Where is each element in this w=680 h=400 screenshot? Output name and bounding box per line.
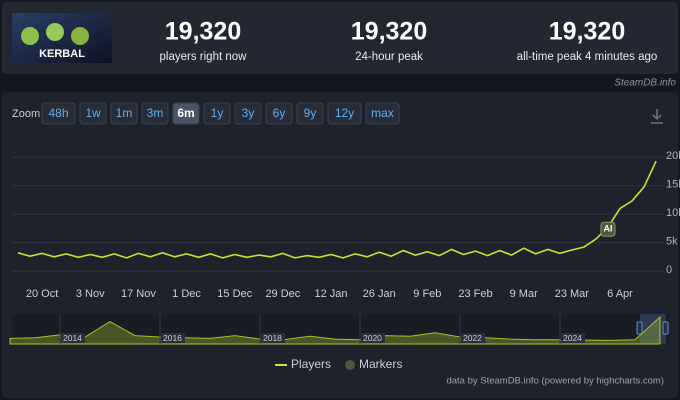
x-tick-label: 3 Nov bbox=[76, 288, 105, 300]
navigator-handle[interactable] bbox=[636, 321, 643, 335]
zoom-button-label: 3m bbox=[147, 106, 164, 120]
stat-label: players right now bbox=[160, 51, 248, 63]
zoom-label: Zoom bbox=[12, 108, 40, 120]
logo-figure bbox=[21, 27, 39, 45]
navigator-selection[interactable] bbox=[640, 314, 666, 344]
zoom-button-label: 1m bbox=[116, 106, 133, 120]
stat-value: 19,320 bbox=[165, 18, 241, 46]
stats-panel bbox=[2, 2, 678, 74]
logo-figure bbox=[71, 27, 89, 45]
navigator-label-bg bbox=[561, 333, 585, 343]
navigator-label: 2014 bbox=[63, 333, 82, 343]
navigator-label: 2018 bbox=[263, 333, 282, 343]
x-tick-label: 1 Dec bbox=[172, 288, 201, 300]
navigator-label-bg bbox=[61, 333, 85, 343]
zoom-button-label: 9y bbox=[304, 106, 317, 120]
y-tick-label: 5k bbox=[666, 235, 678, 247]
zoom-button-label: 12y bbox=[335, 106, 354, 120]
navigator-label: 2016 bbox=[163, 333, 182, 343]
zoom-button[interactable] bbox=[327, 102, 362, 125]
legend-swatch bbox=[345, 360, 355, 370]
x-tick-label: 20 Oct bbox=[26, 288, 58, 300]
logo-text: KERBAL bbox=[39, 48, 85, 60]
x-tick-label: 12 Jan bbox=[315, 288, 348, 300]
zoom-button[interactable] bbox=[265, 102, 293, 125]
legend-label[interactable]: Markers bbox=[359, 357, 402, 371]
zoom-button[interactable] bbox=[141, 102, 169, 125]
logo-figure bbox=[46, 23, 64, 41]
zoom-button-label: 1y bbox=[211, 106, 224, 120]
credits[interactable]: data by SteamDB.info (powered by highcha… bbox=[446, 376, 664, 387]
stat-label: all-time peak 4 minutes ago bbox=[517, 51, 658, 63]
navigator-label-bg bbox=[161, 333, 185, 343]
x-tick-label: 15 Dec bbox=[217, 288, 252, 300]
x-tick-label: 9 Mar bbox=[510, 288, 538, 300]
zoom-button[interactable] bbox=[41, 102, 76, 125]
zoom-button[interactable] bbox=[203, 102, 231, 125]
zoom-button[interactable] bbox=[365, 102, 400, 125]
y-tick-label: 10k bbox=[666, 207, 680, 219]
y-tick-label: 0 bbox=[666, 264, 672, 276]
download-icon[interactable] bbox=[651, 109, 663, 124]
navigator-label: 2020 bbox=[363, 333, 382, 343]
zoom-button-label: 6m bbox=[177, 106, 194, 120]
x-tick-label: 9 Feb bbox=[413, 288, 441, 300]
legend-label[interactable]: Players bbox=[291, 357, 331, 371]
annotation-marker bbox=[600, 221, 616, 237]
zoom-button-label: 6y bbox=[273, 106, 286, 120]
navigator-label-bg bbox=[461, 333, 485, 343]
zoom-button[interactable] bbox=[79, 102, 107, 125]
annotation-label: AI bbox=[603, 224, 612, 234]
zoom-button[interactable] bbox=[172, 102, 200, 125]
zoom-button[interactable] bbox=[234, 102, 262, 125]
x-tick-label: 17 Nov bbox=[121, 288, 156, 300]
watermark: SteamDB.info bbox=[614, 78, 676, 89]
chart-panel bbox=[2, 92, 678, 398]
navigator-handle[interactable] bbox=[662, 321, 669, 335]
stat-value: 19,320 bbox=[549, 18, 625, 46]
zoom-button[interactable] bbox=[296, 102, 324, 125]
stat-value: 19,320 bbox=[351, 18, 427, 46]
navigator-label: 2022 bbox=[463, 333, 482, 343]
x-tick-label: 26 Jan bbox=[363, 288, 396, 300]
navigator-label: 2024 bbox=[563, 333, 582, 343]
y-tick-label: 20k bbox=[666, 150, 680, 162]
x-tick-label: 23 Feb bbox=[458, 288, 492, 300]
series-line bbox=[17, 160, 657, 259]
x-tick-label: 29 Dec bbox=[265, 288, 300, 300]
navigator-label-bg bbox=[261, 333, 285, 343]
zoom-button-label: max bbox=[371, 106, 394, 120]
zoom-button-label: 1w bbox=[85, 106, 101, 120]
x-tick-label: 6 Apr bbox=[607, 288, 633, 300]
stat-label: 24-hour peak bbox=[355, 51, 423, 63]
zoom-button-label: 3y bbox=[242, 106, 255, 120]
zoom-button[interactable] bbox=[110, 102, 138, 125]
zoom-button-label: 48h bbox=[48, 106, 68, 120]
y-tick-label: 15k bbox=[666, 179, 680, 191]
x-tick-label: 23 Mar bbox=[555, 288, 590, 300]
navigator-label-bg bbox=[361, 333, 385, 343]
